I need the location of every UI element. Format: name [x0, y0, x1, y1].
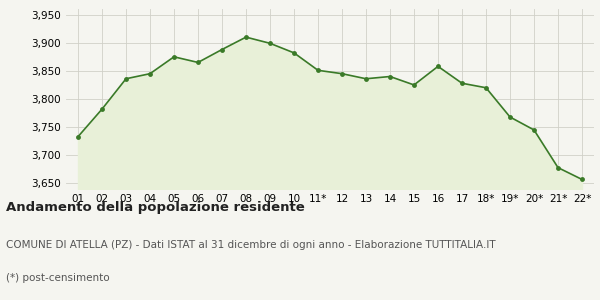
Text: (*) post-censimento: (*) post-censimento — [6, 273, 110, 283]
Text: COMUNE DI ATELLA (PZ) - Dati ISTAT al 31 dicembre di ogni anno - Elaborazione TU: COMUNE DI ATELLA (PZ) - Dati ISTAT al 31… — [6, 240, 496, 250]
Text: Andamento della popolazione residente: Andamento della popolazione residente — [6, 201, 305, 214]
